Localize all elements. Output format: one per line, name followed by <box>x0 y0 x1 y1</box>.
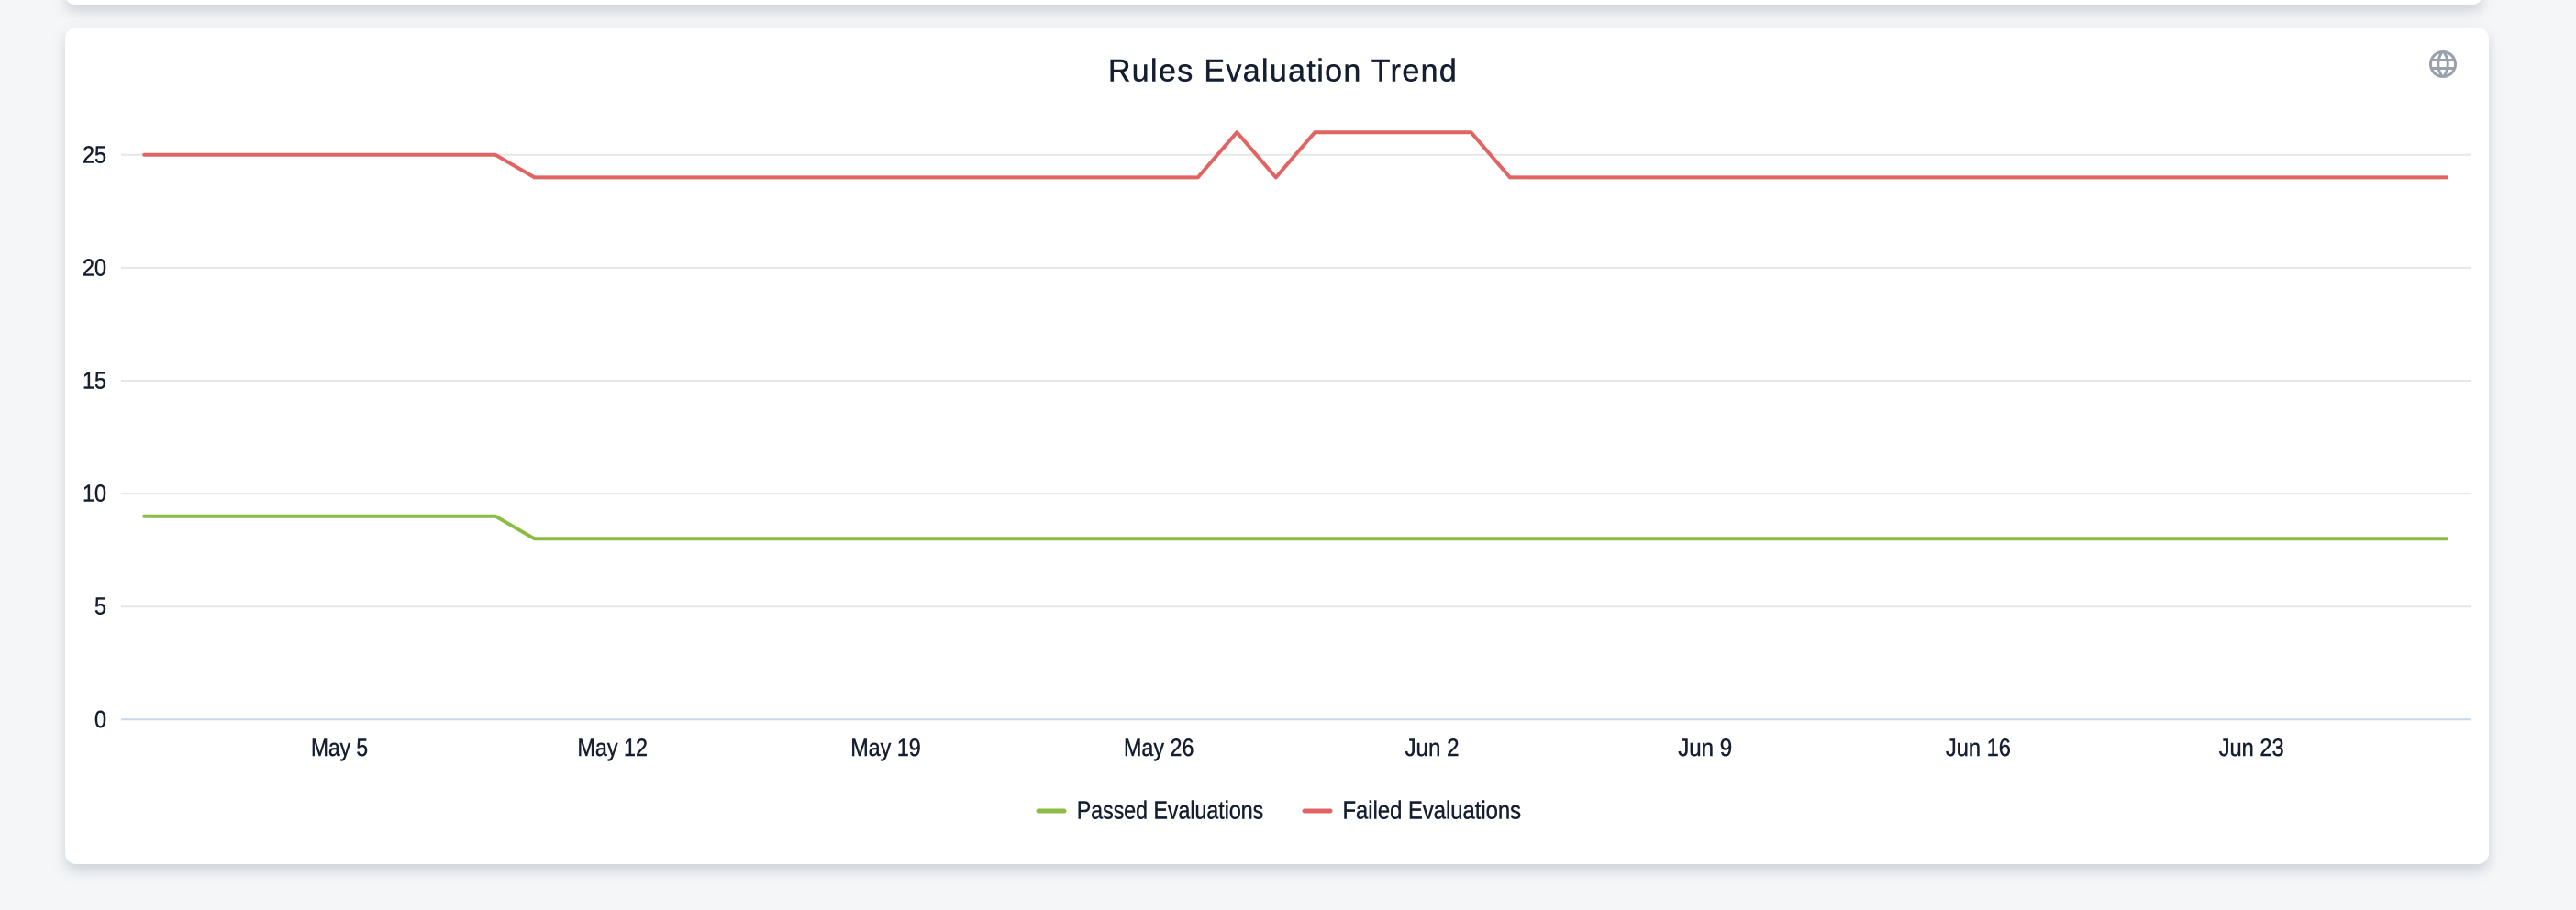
svg-text:Jun 2: Jun 2 <box>1405 734 1460 761</box>
svg-text:Rules Evaluation Trend: Rules Evaluation Trend <box>1108 54 1458 89</box>
svg-text:Jun 16: Jun 16 <box>1946 734 2011 761</box>
svg-text:Jun 23: Jun 23 <box>2219 734 2284 761</box>
svg-text:15: 15 <box>83 367 106 394</box>
svg-text:May 19: May 19 <box>850 734 921 761</box>
svg-text:May 5: May 5 <box>311 734 368 761</box>
svg-text:May 26: May 26 <box>1124 734 1194 761</box>
svg-text:Jun 9: Jun 9 <box>1678 734 1732 761</box>
svg-text:Failed Evaluations: Failed Evaluations <box>1343 796 1522 825</box>
svg-text:May 12: May 12 <box>577 734 648 761</box>
svg-text:Passed Evaluations: Passed Evaluations <box>1077 796 1263 825</box>
svg-text:10: 10 <box>83 480 106 507</box>
svg-text:0: 0 <box>94 705 106 733</box>
svg-text:25: 25 <box>83 140 106 168</box>
svg-text:5: 5 <box>94 593 106 620</box>
svg-text:20: 20 <box>83 253 106 281</box>
